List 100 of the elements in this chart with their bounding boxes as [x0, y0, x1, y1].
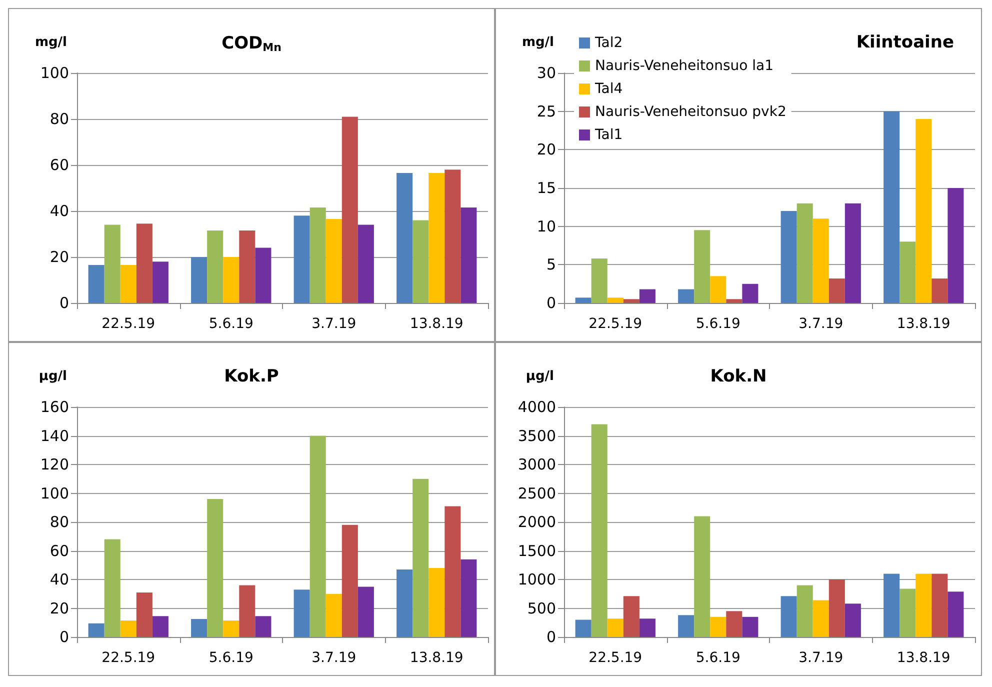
bar [191, 257, 208, 303]
bar [88, 265, 104, 303]
y-tick-label: 2000 [518, 513, 556, 531]
y-tick-label: 40 [50, 202, 69, 220]
bar [710, 616, 726, 637]
y-tick-label: 30 [536, 64, 556, 82]
bar [884, 111, 900, 303]
bar [342, 116, 358, 303]
bar [726, 299, 742, 303]
y-tick-label: 3000 [518, 456, 556, 474]
bar [136, 592, 152, 637]
x-tick-label: 22.5.19 [102, 316, 156, 332]
bar [623, 299, 640, 303]
bar [294, 216, 310, 303]
bar [428, 173, 445, 303]
bar [948, 188, 964, 303]
x-tick-label: 3.7.19 [798, 316, 844, 332]
bar [742, 284, 758, 303]
bar [412, 478, 429, 637]
x-tick-label: 22.5.19 [588, 316, 642, 332]
bar [310, 436, 326, 637]
bar [152, 616, 168, 637]
bar [639, 618, 656, 637]
y-tick-label: 20 [50, 599, 69, 618]
y-tick-label: 1000 [518, 570, 556, 588]
x-tick-label: 13.8.19 [896, 650, 950, 666]
bar [575, 620, 592, 637]
bar [136, 224, 152, 303]
x-tick-label: 13.8.19 [896, 316, 950, 332]
bar [900, 242, 916, 303]
bar [294, 590, 310, 637]
y-tick-label: 20 [536, 140, 556, 159]
y-axis-title: mg/l [34, 35, 67, 50]
x-tick-label: 5.6.19 [696, 316, 740, 332]
y-tick-label: 120 [40, 456, 69, 474]
bar [916, 574, 932, 637]
y-tick-label: 20 [50, 248, 69, 266]
bar [591, 424, 608, 637]
y-tick-label: 80 [50, 110, 69, 128]
bar [460, 208, 477, 303]
y-tick-label: 80 [50, 513, 69, 531]
bar [916, 119, 932, 303]
bar [812, 600, 829, 637]
bar [191, 619, 208, 637]
bar [828, 278, 845, 303]
chart-title: Kok.P [224, 366, 279, 386]
bar [358, 224, 374, 303]
x-tick-label: 3.7.19 [312, 650, 356, 666]
x-tick-label: 13.8.19 [410, 650, 464, 666]
x-tick-label: 22.5.19 [102, 650, 156, 666]
y-tick-label: 2500 [518, 484, 556, 502]
bar [694, 230, 710, 303]
bar [444, 506, 461, 637]
y-tick-label: 25 [536, 102, 556, 120]
x-tick-label: 5.6.19 [696, 650, 740, 666]
bar [460, 559, 477, 637]
y-tick-label: 60 [50, 542, 69, 560]
legend-label: Nauris-Veneheitonsuo pvk2 [595, 104, 786, 120]
y-tick-label: 0 [546, 294, 556, 312]
bar [342, 524, 358, 637]
bar [900, 588, 916, 637]
y-axis-title: µg/l [526, 369, 554, 384]
bar [796, 203, 813, 303]
x-tick-label: 13.8.19 [410, 316, 464, 332]
bar [255, 616, 272, 637]
bar [104, 539, 120, 637]
legend-label: Tal4 [594, 81, 623, 97]
y-tick-label: 1500 [518, 542, 556, 560]
bar [310, 208, 326, 303]
x-tick-label: 3.7.19 [312, 316, 356, 332]
bar [88, 623, 104, 637]
bar [358, 586, 374, 637]
y-tick-label: 10 [536, 217, 556, 236]
bar [678, 615, 694, 637]
bar [591, 258, 608, 303]
y-tick-label: 0 [59, 294, 69, 312]
bar [742, 616, 758, 637]
x-tick-label: 5.6.19 [208, 316, 254, 332]
y-tick-label: 0 [59, 628, 69, 646]
bar [428, 568, 445, 637]
bar [607, 298, 624, 303]
chart-title: Kok.N [710, 366, 767, 386]
bar [396, 569, 413, 637]
bar [223, 257, 240, 303]
y-tick-label: 100 [40, 64, 69, 82]
bar [639, 289, 656, 303]
legend-label: Tal2 [594, 35, 623, 51]
bar [444, 170, 461, 303]
bar [104, 224, 120, 303]
y-tick-label: 0 [546, 628, 556, 646]
x-tick-label: 5.6.19 [208, 650, 254, 666]
y-axis-title: mg/l [522, 35, 554, 50]
bar [152, 262, 168, 303]
y-tick-label: 100 [40, 484, 69, 502]
y-tick-label: 140 [40, 426, 69, 445]
bar [844, 203, 861, 303]
bar [396, 173, 413, 303]
x-tick-label: 22.5.19 [588, 650, 642, 666]
bar [710, 276, 726, 303]
y-tick-label: 500 [527, 599, 556, 618]
